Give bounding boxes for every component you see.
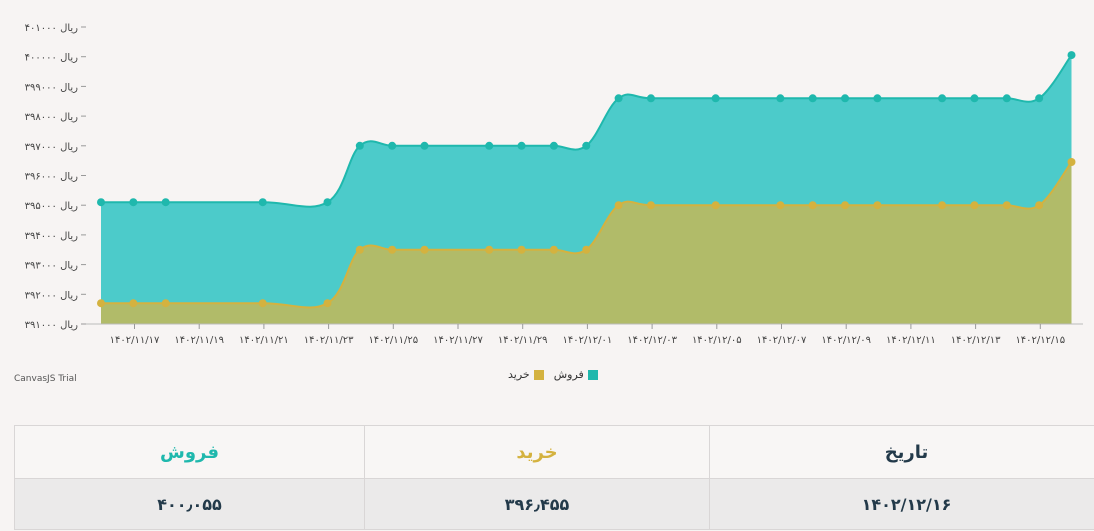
data-point-series-0-15: [776, 94, 785, 103]
data-point-series-1-11: [582, 245, 591, 254]
data-point-series-0-8: [485, 141, 494, 150]
x-tick-label-13: ۱۴۰۲/۱۲/۱۳: [951, 335, 1001, 346]
x-tick-label-10: ۱۴۰۲/۱۲/۰۷: [757, 335, 807, 346]
data-point-series-0-7: [420, 141, 429, 150]
data-point-series-1-16: [808, 201, 817, 210]
legend-swatch-buy: [533, 369, 544, 380]
data-point-series-1-19: [938, 201, 947, 210]
header-buy: خرید: [364, 425, 710, 479]
x-tick-label-3: ۱۴۰۲/۱۱/۲۳: [304, 335, 354, 346]
legend-label-buy: خرید: [508, 368, 530, 381]
data-point-series-0-3: [258, 198, 267, 207]
data-point-series-0-12: [614, 94, 623, 103]
legend-swatch-sell: [587, 369, 598, 380]
data-point-series-0-13: [646, 94, 655, 103]
data-point-series-1-21: [1002, 201, 1011, 210]
data-point-series-1-8: [485, 245, 494, 254]
data-point-series-1-10: [549, 245, 558, 254]
chart-areas: [100, 54, 1073, 325]
data-point-series-1-15: [776, 201, 785, 210]
x-tick-label-1: ۱۴۰۲/۱۱/۱۹: [174, 335, 224, 346]
data-point-series-1-12: [614, 201, 623, 210]
y-tick-label-5: ۳۹۶۰۰۰ ریال: [25, 172, 79, 183]
x-tick-label-6: ۱۴۰۲/۱۱/۲۹: [498, 335, 548, 346]
y-tick-label-1: ۳۹۲۰۰۰ ریال: [25, 290, 79, 301]
table-header-row: فروش خرید تاریخ: [14, 425, 1094, 479]
data-point-series-1-5: [355, 245, 364, 254]
data-point-series-0-20: [970, 94, 979, 103]
data-point-series-0-22: [1035, 94, 1044, 103]
y-tick-label-6: ۳۹۷۰۰۰ ریال: [25, 142, 79, 153]
chart-credit[interactable]: CanvasJS Trial: [14, 374, 77, 384]
data-point-series-1-9: [517, 245, 526, 254]
x-tick-label-14: ۱۴۰۲/۱۲/۱۵: [1015, 335, 1065, 346]
table-row: ۴۰۰٫۰۵۵ ۳۹۶٫۴۵۵ ۱۴۰۲/۱۲/۱۶: [14, 478, 1094, 530]
data-point-series-0-17: [841, 94, 850, 103]
x-tick-label-11: ۱۴۰۲/۱۲/۰۹: [821, 335, 871, 346]
data-point-series-1-6: [388, 245, 397, 254]
y-tick-label-2: ۳۹۳۰۰۰ ریال: [25, 261, 79, 272]
data-point-series-1-14: [711, 201, 720, 210]
data-point-series-0-4: [323, 198, 332, 207]
header-date: تاریخ: [709, 425, 1094, 479]
data-point-series-1-4: [323, 299, 332, 308]
data-point-series-0-1: [129, 198, 138, 207]
data-point-series-0-0: [97, 198, 105, 207]
chart-legend: فروش خرید: [508, 368, 598, 381]
data-point-series-0-9: [517, 141, 526, 150]
data-point-series-1-7: [420, 245, 429, 254]
legend-item-buy[interactable]: خرید: [508, 368, 544, 381]
data-point-series-1-1: [129, 299, 138, 308]
cell-date: ۱۴۰۲/۱۲/۱۶: [709, 478, 1094, 530]
x-tick-label-5: ۱۴۰۲/۱۱/۲۷: [433, 335, 483, 346]
data-point-series-0-2: [161, 198, 170, 207]
y-tick-label-0: ۳۹۱۰۰۰ ریال: [25, 320, 79, 331]
data-point-series-0-11: [582, 141, 591, 150]
x-tick-label-0: ۱۴۰۲/۱۱/۱۷: [110, 335, 160, 346]
y-tick-label-7: ۳۹۸۰۰۰ ریال: [25, 112, 79, 123]
data-point-series-1-3: [258, 299, 267, 308]
data-point-series-0-16: [808, 94, 817, 103]
data-point-series-0-23: [1067, 51, 1076, 60]
data-point-series-1-18: [873, 201, 882, 210]
y-tick-label-10: ۴۰۱۰۰۰ ریال: [25, 23, 79, 34]
data-point-series-0-10: [549, 141, 558, 150]
data-point-series-1-13: [646, 201, 655, 210]
data-point-series-1-23: [1067, 157, 1076, 166]
price-chart: ۳۹۱۰۰۰ ریال ۳۹۲۰۰۰ ریال ۳۹۳۰۰۰ ریال ۳۹۴۰۰۰ …: [25, 23, 1083, 346]
x-tick-label-9: ۱۴۰۲/۱۲/۰۵: [692, 335, 742, 346]
x-tick-label-2: ۱۴۰۲/۱۱/۲۱: [239, 335, 289, 346]
price-table: فروش خرید تاریخ ۴۰۰٫۰۵۵ ۳۹۶٫۴۵۵ ۱۴۰۲/۱۲/…: [14, 425, 1094, 530]
legend-label-sell: فروش: [553, 368, 584, 381]
x-tick-label-7: ۱۴۰۲/۱۲/۰۱: [563, 335, 613, 346]
data-point-series-1-20: [970, 201, 979, 210]
cell-sell-price: ۴۰۰٫۰۵۵: [14, 478, 365, 530]
data-point-series-0-14: [711, 94, 720, 103]
legend-item-sell[interactable]: فروش: [554, 368, 598, 381]
data-point-series-0-19: [938, 94, 947, 103]
y-tick-label-8: ۳۹۹۰۰۰ ریال: [25, 82, 79, 93]
chart-markers: [97, 51, 1076, 308]
x-tick-label-4: ۱۴۰۲/۱۱/۲۵: [368, 335, 418, 346]
y-tick-label-3: ۳۹۴۰۰۰ ریال: [25, 231, 79, 242]
data-point-series-0-18: [873, 94, 882, 103]
data-point-series-0-5: [355, 141, 364, 150]
y-tick-label-4: ۳۹۵۰۰۰ ریال: [25, 201, 79, 212]
data-point-series-1-22: [1035, 201, 1044, 210]
cell-buy-price: ۳۹۶٫۴۵۵: [364, 478, 710, 530]
y-tick-label-9: ۴۰۰۰۰۰ ریال: [25, 53, 79, 64]
x-tick-label-12: ۱۴۰۲/۱۲/۱۱: [886, 335, 936, 346]
data-point-series-0-6: [388, 141, 397, 150]
data-point-series-1-17: [841, 201, 850, 210]
data-point-series-1-2: [161, 299, 170, 308]
chart-axes: ۳۹۱۰۰۰ ریال ۳۹۲۰۰۰ ریال ۳۹۳۰۰۰ ریال ۳۹۴۰۰۰ …: [25, 23, 1083, 346]
data-point-series-0-21: [1002, 94, 1011, 103]
x-tick-label-8: ۱۴۰۲/۱۲/۰۳: [627, 335, 677, 346]
data-point-series-1-0: [97, 299, 105, 308]
header-sell: فروش: [14, 425, 365, 479]
